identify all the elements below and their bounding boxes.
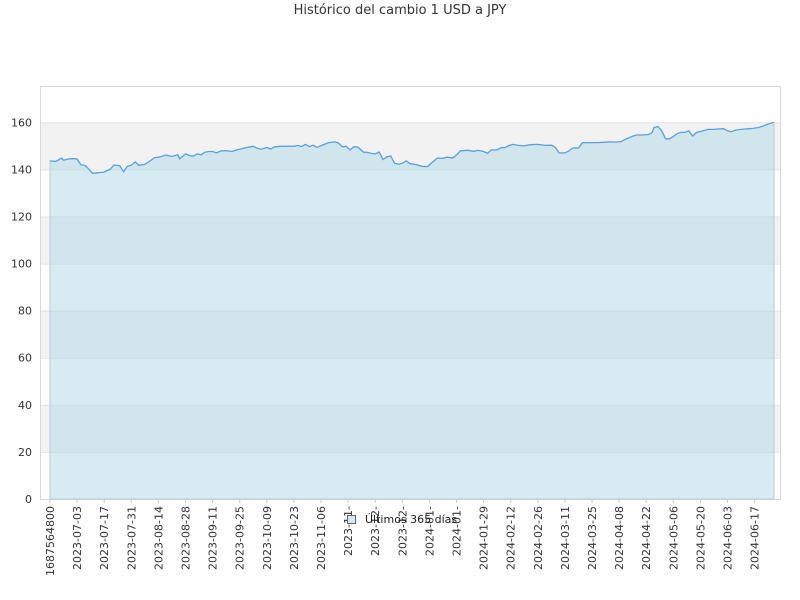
x-tick-label: 2024-04-08: [613, 506, 626, 570]
x-tick-label: 2023-07-17: [98, 506, 111, 570]
x-tick-label: 2024-04-22: [640, 506, 653, 570]
y-axis: 0 20 40 60 80 100 120 140 160: [11, 116, 32, 506]
x-tick-label: 2023-07-31: [125, 506, 138, 570]
x-tick-label: 2023-11-: [342, 506, 355, 556]
x-tick-label: 2024-03-11: [559, 506, 572, 570]
x-tick-label: 2023-09-11: [207, 506, 220, 570]
x-tick-label: 2024-06-03: [722, 506, 735, 570]
y-tick-label: 140: [11, 163, 32, 176]
x-axis: 1687564800 2023-07-03 2023-07-17 2023-07-31…: [44, 499, 762, 576]
grid-band: [41, 87, 780, 123]
x-tick-label: 2024-01-: [451, 506, 464, 556]
y-tick-label: 80: [18, 305, 32, 318]
x-tick-label: 2023-11-06: [315, 506, 328, 570]
series-layer: [49, 121, 775, 500]
x-tick-label: 1687564800: [44, 506, 57, 576]
plot-area-border: [40, 86, 781, 500]
y-tick-label: 40: [18, 399, 32, 412]
y-tick-label: 120: [11, 210, 32, 223]
x-tick-label: 2023-12-: [396, 506, 409, 556]
x-tick-label: 2024-05-06: [667, 506, 680, 570]
x-tick-label: 2023-07-03: [71, 506, 84, 570]
x-tick-label: 2024-06-17: [749, 506, 762, 570]
chart-title: Histórico del cambio 1 USD a JPY: [293, 3, 507, 18]
x-tick-label: 2024-02-12: [505, 506, 518, 570]
y-tick-label: 20: [18, 446, 32, 459]
x-tick-label: 2024-01-29: [478, 506, 491, 570]
x-tick-label: 2023-08-14: [152, 506, 165, 570]
x-tick-label: 2023-08-28: [180, 506, 193, 570]
series-area: [49, 121, 775, 500]
legend-label: Últimos 365 días: [365, 513, 457, 526]
x-tick-label: 2023-09-25: [234, 506, 247, 570]
x-tick-label: 2024-02-26: [532, 506, 545, 570]
legend-swatch: [347, 515, 356, 524]
x-tick-label: 2024-01-: [423, 506, 436, 556]
y-tick-label: 0: [25, 493, 32, 506]
y-tick-label: 100: [11, 258, 32, 271]
x-tick-label: 2023-10-23: [288, 506, 301, 570]
series-line: [49, 121, 775, 175]
x-tick-label: 2023-12-: [369, 506, 382, 556]
x-tick-label: 2023-10-09: [261, 506, 274, 570]
legend: Últimos 365 días: [347, 513, 457, 526]
y-tick-label: 60: [18, 352, 32, 365]
x-tick-label: 2024-03-25: [586, 506, 599, 570]
y-tick-label: 160: [11, 116, 32, 129]
x-tick-label: 2024-05-20: [694, 506, 707, 570]
